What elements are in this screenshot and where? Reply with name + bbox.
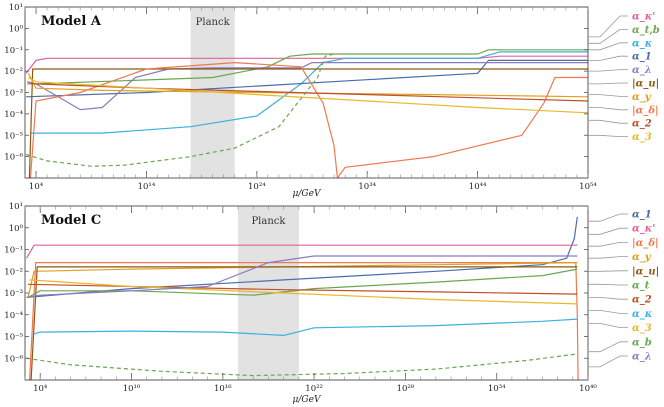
legend-label: α_λ xyxy=(632,65,652,76)
panel-1: Planck 10¹ 10⁰ 10⁻¹ 10⁻² 10⁻³ 10⁻⁴ 10⁻⁵ 10⁻⁶ 10⁴ 1… xyxy=(4,3,660,199)
x-tick-label: 10³⁴ xyxy=(488,384,506,394)
y-tick-label: 10⁻³ xyxy=(4,89,23,99)
y-tick-label: 10⁻⁵ xyxy=(4,131,23,141)
panel-title: Model A xyxy=(41,14,102,29)
legend-leader xyxy=(588,341,628,353)
y-tick-label: 10⁻⁵ xyxy=(4,333,23,343)
legend-label: α_1 xyxy=(632,210,652,221)
x-tick-label: 10⁴ xyxy=(29,182,44,192)
legend-leader xyxy=(588,134,628,137)
x-axis-label: μ/GeV xyxy=(293,395,322,405)
planck-label: Planck xyxy=(251,216,286,227)
x-tick-label: 10³⁴ xyxy=(358,182,376,192)
series-line-2-8 xyxy=(27,81,589,102)
series-line--7 xyxy=(32,318,578,336)
legend-leader xyxy=(588,297,628,300)
legend-leader xyxy=(588,107,628,111)
y-tick-label: 10⁰ xyxy=(9,224,24,234)
series-line-3-9 xyxy=(28,76,589,114)
legend-label: |α_u| xyxy=(632,266,659,277)
legend-label: α_b xyxy=(632,337,652,348)
legend-label: |α_u| xyxy=(632,79,659,90)
series-line--10 xyxy=(26,255,578,298)
legend-leader xyxy=(588,283,628,286)
legend-label: α_2 xyxy=(632,295,652,306)
legend-label: α_t,b xyxy=(632,25,660,36)
series-line-y-6 xyxy=(27,73,589,98)
legend-leader xyxy=(588,270,628,272)
y-tick-label: 10⁻² xyxy=(4,67,23,77)
legend-leader xyxy=(588,55,628,61)
series-line--2 xyxy=(29,262,579,381)
planck-label: Planck xyxy=(196,17,231,28)
series-line-tb-1 xyxy=(31,49,588,85)
legend-leader xyxy=(588,82,628,85)
x-tick-label: 10⁴⁴ xyxy=(469,182,487,192)
x-tick-label: 10¹⁰ xyxy=(123,384,141,394)
legend-leader xyxy=(588,29,628,44)
legend-label: α_κ xyxy=(632,309,653,320)
x-tick-label: 10²² xyxy=(305,384,323,394)
legend-label: |α_δ| xyxy=(632,105,659,116)
legend-leader xyxy=(588,119,628,124)
series-line--1 xyxy=(25,244,578,259)
legend-leader xyxy=(588,256,628,259)
series-line-1-3 xyxy=(26,59,588,98)
legend-leader xyxy=(588,355,628,368)
x-axis-label: μ/GeV xyxy=(293,189,322,199)
legend-label: α_y xyxy=(632,92,652,103)
y-tick-label: 10⁻⁶ xyxy=(4,354,23,364)
x-tick-label: 10²⁴ xyxy=(248,182,266,192)
legend-label: α_κ' xyxy=(632,224,655,235)
legend-leader xyxy=(588,213,628,222)
y-tick-label: 10¹ xyxy=(9,202,23,212)
panel-2: Planck 10¹ 10⁰ 10⁻¹ 10⁻² 10⁻³ 10⁻⁴ 10⁻⁵ 10⁻⁶ 10⁴ 1… xyxy=(4,202,659,405)
series-line--0 xyxy=(25,55,588,74)
legend-leader xyxy=(588,15,628,38)
y-tick-label: 10⁻² xyxy=(4,267,23,277)
legend-label: |α_δ| xyxy=(632,238,659,249)
panel-title: Model C xyxy=(41,213,101,228)
series-line-dashed-10 xyxy=(25,53,335,167)
series-line-b-9 xyxy=(26,353,578,377)
x-tick-label: 10¹⁶ xyxy=(214,384,232,394)
series-line-2-6 xyxy=(27,283,578,295)
y-tick-label: 10⁻¹ xyxy=(4,46,23,56)
legend-label: α_t xyxy=(632,281,650,292)
legend-label: α_3 xyxy=(632,323,652,334)
y-tick-label: 10⁻³ xyxy=(4,289,23,299)
x-tick-label: 10⁴ xyxy=(33,384,48,394)
y-tick-label: 10⁻¹ xyxy=(4,246,23,256)
legend-leader xyxy=(588,323,628,328)
series-line--7 xyxy=(29,62,588,179)
y-tick-label: 10⁻⁴ xyxy=(4,311,23,321)
legend-leader xyxy=(588,94,628,97)
series-line-u-4 xyxy=(30,266,578,381)
series-line-y-3 xyxy=(27,262,578,298)
x-tick-label: 10⁴⁰ xyxy=(579,384,597,394)
y-tick-label: 10⁻⁶ xyxy=(4,153,23,163)
series-line-3-8 xyxy=(29,279,578,305)
x-tick-label: 10²⁸ xyxy=(397,384,415,394)
legend-leader xyxy=(588,310,628,314)
y-tick-label: 10¹ xyxy=(9,3,23,13)
legend-label: α_κ xyxy=(632,38,653,49)
y-tick-label: 10⁻⁴ xyxy=(4,110,23,120)
legend-leader xyxy=(588,242,628,247)
legend-label: α_1 xyxy=(632,52,652,63)
series-line-u-5 xyxy=(28,68,588,179)
y-tick-label: 10⁰ xyxy=(9,24,24,34)
x-tick-label: 10⁵⁴ xyxy=(579,182,597,192)
x-tick-label: 10¹⁴ xyxy=(138,182,156,192)
legend-label: α_κ' xyxy=(632,12,655,23)
legend-label: α_2 xyxy=(632,119,652,130)
legend-leader xyxy=(588,69,628,72)
legend-label: α_y xyxy=(632,252,652,263)
legend-label: α_λ xyxy=(632,352,652,363)
legend-label: α_3 xyxy=(632,132,652,143)
series-line-t-5 xyxy=(27,268,578,298)
legend-leader xyxy=(588,42,628,51)
legend-leader xyxy=(588,227,628,235)
